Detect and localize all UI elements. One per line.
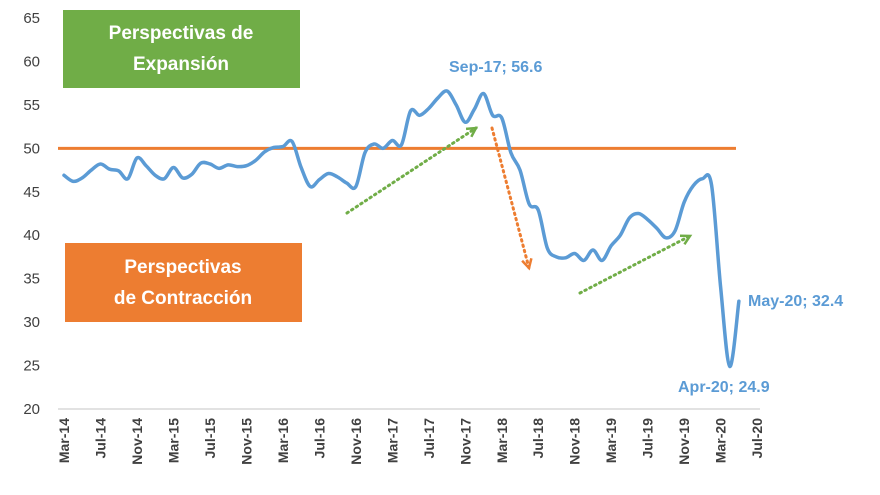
- x-tick-label: Nov-14: [129, 418, 145, 465]
- x-tick-label: Jul-16: [311, 418, 327, 459]
- x-tick-label: Jul-14: [92, 418, 108, 459]
- x-tick-label: Jul-15: [202, 418, 218, 459]
- y-tick-label: 65: [23, 10, 40, 27]
- annotation-last: May-20; 32.4: [748, 293, 843, 310]
- x-tick-label: Nov-18: [567, 418, 583, 465]
- expansion-label-line1: Perspectivas de: [109, 23, 254, 44]
- expansion-zone-box: [63, 10, 300, 88]
- trend-arrow-down: [490, 126, 531, 270]
- contraction-label-line1: Perspectivas: [124, 257, 241, 278]
- arrowhead-icon: [521, 257, 533, 271]
- expansion-label-line2: Expansión: [133, 54, 229, 75]
- y-axis: 20 25 30 35 40 45 50 55 60 65: [23, 10, 40, 418]
- contraction-label-line2: de Contracción: [114, 288, 252, 309]
- y-tick-label: 55: [23, 97, 40, 114]
- x-tick-label: Nov-15: [238, 418, 254, 465]
- arrowhead-icon: [679, 234, 693, 245]
- x-tick-label: Mar-19: [603, 418, 619, 463]
- trend-arrow-up: [345, 126, 478, 215]
- y-tick-label: 30: [23, 314, 40, 331]
- x-tick-label: Mar-18: [494, 418, 510, 463]
- y-tick-label: 25: [23, 358, 40, 375]
- x-tick-label: Nov-19: [676, 418, 692, 465]
- x-tick-label: Mar-14: [56, 418, 72, 463]
- y-tick-label: 60: [23, 53, 40, 70]
- y-tick-label: 50: [23, 140, 40, 157]
- y-tick-label: 40: [23, 227, 40, 244]
- x-tick-label: Mar-17: [384, 418, 400, 463]
- x-tick-label: Mar-20: [713, 418, 729, 463]
- y-tick-label: 35: [23, 271, 40, 288]
- x-tick-label: Jul-17: [421, 418, 437, 459]
- x-tick-label: Nov-17: [457, 418, 473, 465]
- x-tick-label: Jul-20: [749, 418, 765, 459]
- contraction-zone-box: [65, 243, 302, 322]
- trend-arrows: [345, 126, 693, 295]
- x-tick-label: Nov-16: [348, 418, 364, 465]
- arrowhead-icon: [465, 126, 479, 138]
- series-line: [62, 89, 741, 369]
- trend-arrow-up: [578, 234, 692, 295]
- x-tick-label: Jul-18: [530, 418, 546, 459]
- y-tick-label: 20: [23, 401, 40, 418]
- annotation-low: Apr-20; 24.9: [678, 379, 770, 396]
- y-tick-label: 45: [23, 184, 40, 201]
- annotation-peak: Sep-17; 56.6: [449, 59, 542, 76]
- x-tick-label: Mar-15: [165, 418, 181, 463]
- x-tick-label: Jul-19: [640, 418, 656, 459]
- x-axis: Mar-14 Jul-14 Nov-14 Mar-15 Jul-15 Nov-15 Mar-…: [56, 418, 765, 465]
- x-tick-label: Mar-16: [275, 418, 291, 463]
